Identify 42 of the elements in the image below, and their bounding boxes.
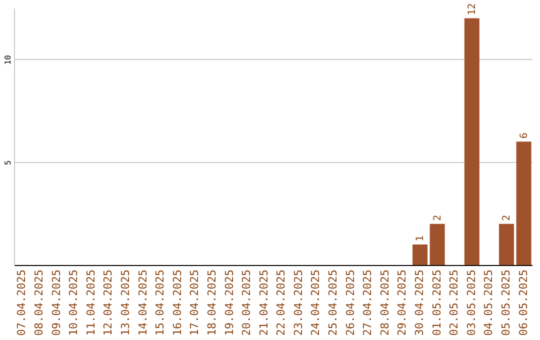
- bar: [516, 142, 532, 265]
- x-tick-label: 15.04.2025: [154, 270, 167, 336]
- x-tick-label: 09.04.2025: [50, 270, 63, 336]
- x-tick-label: 01.05.2025: [430, 270, 444, 336]
- x-tick-label: 04.05.2025: [482, 270, 496, 336]
- x-tick-label: 27.04.2025: [361, 270, 374, 336]
- x-tick-label: 10.04.2025: [67, 270, 80, 336]
- y-tick-label: 10: [4, 54, 12, 65]
- x-tick-label: 18.04.2025: [205, 270, 218, 336]
- bar: [498, 224, 514, 265]
- x-tick-label: 24.04.2025: [309, 270, 322, 336]
- data-label: 2: [432, 214, 444, 221]
- x-tick-label: 02.05.2025: [448, 270, 461, 336]
- x-tick-label: 20.04.2025: [240, 270, 254, 336]
- x-tick-label: 05.05.2025: [499, 270, 512, 336]
- data-label: 12: [466, 3, 478, 16]
- data-label: 2: [501, 214, 512, 221]
- x-tick-label: 21.04.2025: [257, 270, 270, 336]
- x-tick-label: 25.04.2025: [326, 270, 340, 336]
- x-tick-label: 08.04.2025: [32, 270, 46, 336]
- x-tick-label: 30.04.2025: [413, 270, 426, 336]
- x-tick-label: 16.04.2025: [170, 270, 184, 336]
- data-label: 6: [518, 132, 530, 139]
- x-tick-label: 19.04.2025: [222, 270, 236, 336]
- x-tick-label: 26.04.2025: [344, 270, 357, 336]
- data-label: 1: [415, 235, 426, 242]
- x-tick-label: 03.05.2025: [464, 270, 478, 336]
- y-tick-label: 5: [4, 160, 12, 166]
- x-tick-label: 17.04.2025: [188, 270, 202, 336]
- x-tick-label: 23.04.2025: [292, 270, 305, 336]
- x-tick-label: 28.04.2025: [378, 270, 392, 336]
- x-tick-label: 14.04.2025: [136, 270, 150, 336]
- x-tick-label: 06.05.2025: [516, 270, 530, 336]
- x-tick-label: 13.04.2025: [118, 270, 132, 336]
- bar: [464, 18, 480, 265]
- bar: [430, 224, 445, 265]
- x-tick-label: 22.04.2025: [274, 270, 288, 336]
- x-tick-label: 29.04.2025: [396, 270, 409, 336]
- x-tick-label: 12.04.2025: [102, 270, 115, 336]
- bar: [412, 244, 428, 265]
- x-tick-label: 11.04.2025: [84, 270, 98, 336]
- x-tick-label: 07.04.2025: [15, 270, 28, 336]
